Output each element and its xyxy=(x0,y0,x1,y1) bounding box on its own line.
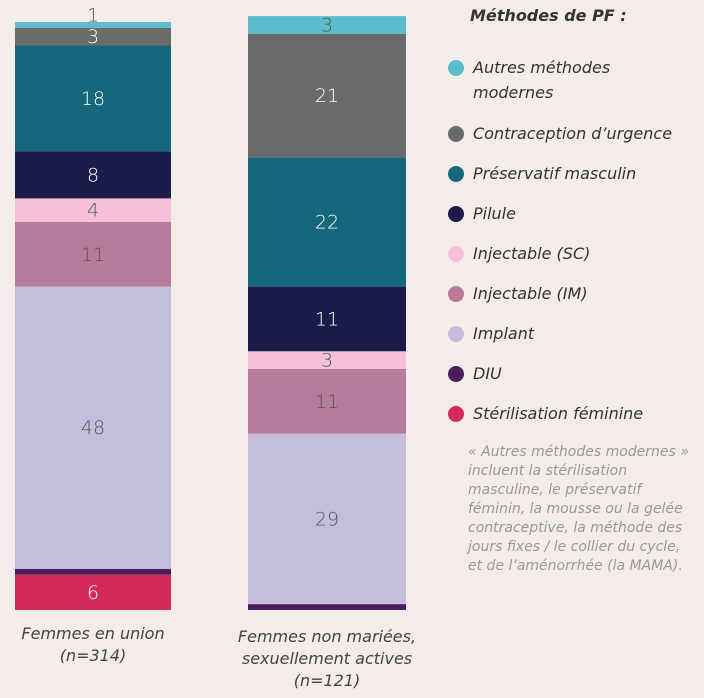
bar-segment xyxy=(15,45,171,152)
legend-item: Pilule xyxy=(448,201,698,226)
data-label: 21 xyxy=(315,85,339,107)
legend-swatch xyxy=(448,126,464,142)
legend-item: Contraception d’urgence xyxy=(448,121,698,146)
bar-segment xyxy=(15,568,171,575)
data-label: 3 xyxy=(321,350,333,372)
x-tick-label: Femmes non mariées, sexuellement actives… xyxy=(237,627,417,690)
bar-segment xyxy=(15,151,171,199)
legend-label: Injectable (IM) xyxy=(473,284,588,303)
legend-item: Injectable (SC) xyxy=(448,241,698,266)
bar-segment xyxy=(248,604,406,610)
data-label: 18 xyxy=(81,88,105,110)
legend-label: Autres méthodes modernes xyxy=(473,58,611,102)
data-label: 3 xyxy=(87,26,99,48)
legend-swatch xyxy=(448,246,464,262)
legend-label: Contraception d’urgence xyxy=(473,124,673,143)
legend-label: Préservatif masculin xyxy=(473,164,637,183)
legend-swatch xyxy=(448,206,464,222)
data-label: 4 xyxy=(87,200,99,222)
legend-label: Implant xyxy=(473,324,535,343)
legend-item: Injectable (IM) xyxy=(448,281,698,306)
legend-swatch xyxy=(448,406,464,422)
legend-swatch xyxy=(448,366,464,382)
data-label: 11 xyxy=(315,308,339,330)
note: « Autres méthodes modernes » incluent la… xyxy=(468,444,689,574)
legend-item: Autres méthodes modernes xyxy=(448,55,698,105)
data-label: 8 xyxy=(87,164,99,186)
bar-segment xyxy=(248,368,406,434)
bar-segment xyxy=(15,22,171,28)
data-label: 6 xyxy=(87,582,99,604)
legend-swatch xyxy=(448,166,464,182)
bar-segment xyxy=(248,33,406,158)
data-label: 48 xyxy=(81,417,105,439)
bar-segment xyxy=(248,157,406,287)
data-label: 1 xyxy=(87,5,99,27)
data-label: 11 xyxy=(81,244,105,266)
bar-segment xyxy=(15,574,171,610)
legend-item: Stérilisation féminine xyxy=(448,401,698,426)
bar-segment xyxy=(15,221,171,287)
legend-label: Stérilisation féminine xyxy=(473,404,644,423)
legend-swatch xyxy=(448,286,464,302)
legend-item: Préservatif masculin xyxy=(448,161,698,186)
data-label: 3 xyxy=(321,14,333,36)
legend-label: Pilule xyxy=(473,204,516,223)
bar-segment xyxy=(15,27,171,46)
legend-label: Injectable (SC) xyxy=(473,244,591,263)
legend-item: Implant xyxy=(448,321,698,346)
legend-swatch xyxy=(448,60,464,76)
bar-segment xyxy=(248,433,406,605)
data-label: 29 xyxy=(315,508,339,530)
bar-segment xyxy=(15,198,171,222)
legend-item: DIU xyxy=(448,361,698,386)
bar-segment xyxy=(248,351,406,369)
x-tick-label: Femmes en union (n=314) xyxy=(21,624,165,665)
bar-segment xyxy=(248,16,406,34)
data-label: 22 xyxy=(315,211,339,233)
data-label: 11 xyxy=(315,391,339,413)
legend-title: Méthodes de PF : xyxy=(470,6,627,25)
legend-swatch xyxy=(448,326,464,342)
bar-segment xyxy=(15,286,171,569)
bar-segment xyxy=(248,286,406,352)
legend-label: DIU xyxy=(473,364,502,383)
